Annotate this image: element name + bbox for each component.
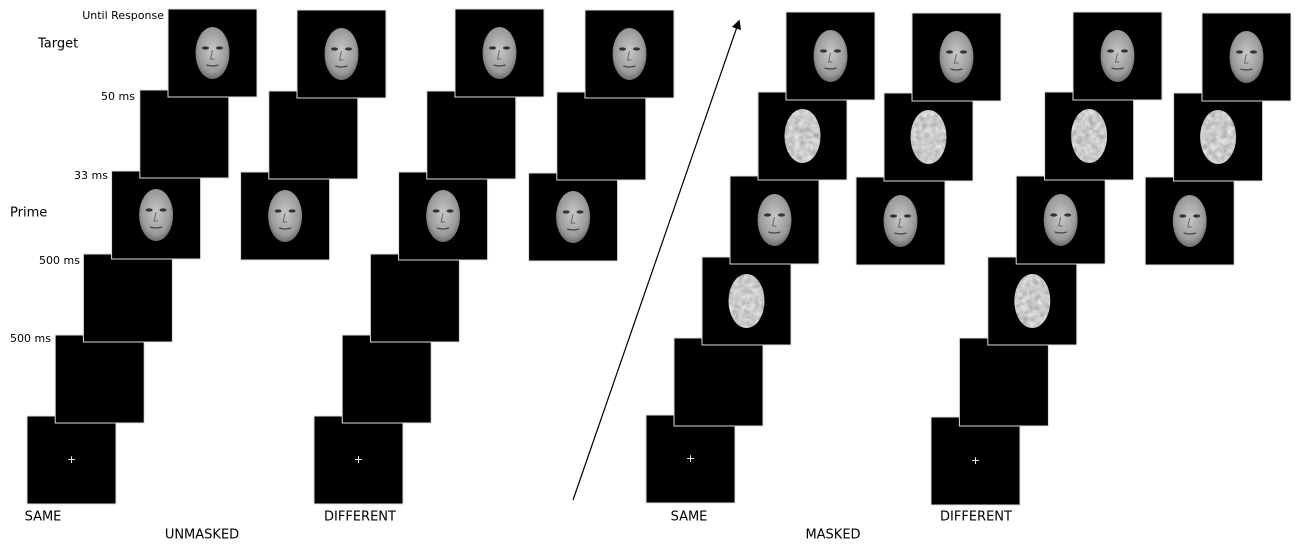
- eye: [834, 49, 841, 52]
- eye: [778, 213, 785, 216]
- mask: [1071, 109, 1107, 163]
- face: [884, 195, 918, 247]
- eye: [1236, 50, 1243, 53]
- mask: [729, 274, 765, 328]
- eye: [1250, 50, 1257, 53]
- fixation-cross: +: [67, 453, 76, 466]
- face: [325, 28, 359, 80]
- timing-label: Until Response: [82, 9, 164, 22]
- eye: [577, 210, 584, 213]
- timing-label: 33 ms: [74, 169, 108, 182]
- timing-label: 500 ms: [10, 332, 51, 345]
- condition-label: SAME: [671, 510, 708, 525]
- eye: [489, 46, 496, 49]
- timing-label: 500 ms: [39, 254, 80, 267]
- eye: [331, 47, 338, 50]
- figure: Until Response Target 50 ms 33 ms Prime …: [0, 0, 1298, 541]
- eye: [160, 208, 167, 211]
- face: [814, 30, 848, 82]
- eye: [146, 208, 153, 211]
- stage-label: Target: [37, 37, 78, 52]
- face: [1173, 195, 1207, 247]
- condition-label: DIFFERENT: [324, 510, 396, 525]
- eye: [1121, 49, 1128, 52]
- face: [483, 27, 517, 79]
- eye: [1179, 214, 1186, 217]
- eye: [345, 47, 352, 50]
- eye: [563, 210, 570, 213]
- mask: [1200, 110, 1236, 164]
- condition-label: SAME: [25, 510, 62, 525]
- timing-label: 50 ms: [101, 90, 135, 103]
- eye: [633, 47, 640, 50]
- face: [268, 190, 302, 242]
- eye: [946, 50, 953, 53]
- face: [758, 194, 792, 246]
- eye: [1050, 213, 1057, 216]
- eye: [289, 209, 296, 212]
- stage-label: Prime: [10, 206, 47, 221]
- eye: [619, 47, 626, 50]
- eye: [1107, 49, 1114, 52]
- eye: [904, 214, 911, 217]
- eye: [960, 50, 967, 53]
- face: [940, 31, 974, 83]
- frame: [342, 335, 431, 423]
- eye: [216, 46, 223, 49]
- eye: [202, 46, 209, 49]
- eye: [447, 209, 454, 212]
- mask: [1014, 274, 1050, 328]
- face: [613, 28, 647, 80]
- eye: [433, 209, 440, 212]
- eye: [764, 213, 771, 216]
- eye: [275, 209, 282, 212]
- frame: [427, 91, 516, 179]
- frame: [674, 338, 763, 426]
- face: [1230, 31, 1264, 83]
- eye: [1064, 213, 1071, 216]
- frame: [269, 91, 358, 179]
- face: [196, 27, 230, 79]
- mask: [785, 109, 821, 163]
- face: [556, 191, 590, 243]
- frame: [557, 92, 646, 180]
- face: [426, 190, 460, 242]
- face: [139, 189, 173, 241]
- fixation-cross: +: [971, 454, 980, 467]
- page: Until Response Target 50 ms 33 ms Prime …: [0, 0, 1298, 541]
- fixation-cross: +: [686, 452, 695, 465]
- face: [1101, 30, 1135, 82]
- fixation-cross: +: [354, 453, 363, 466]
- eye: [890, 214, 897, 217]
- eye: [1193, 214, 1200, 217]
- face: [1044, 194, 1078, 246]
- panel-title: MASKED: [805, 528, 860, 542]
- condition-label: DIFFERENT: [940, 510, 1012, 525]
- frame: [83, 254, 172, 342]
- eye: [503, 46, 510, 49]
- eye: [820, 49, 827, 52]
- frame: [959, 338, 1048, 426]
- frame: [370, 254, 459, 342]
- frame: [140, 90, 229, 178]
- frame: [55, 335, 144, 423]
- mask: [911, 110, 947, 164]
- panel-title: UNMASKED: [165, 528, 239, 542]
